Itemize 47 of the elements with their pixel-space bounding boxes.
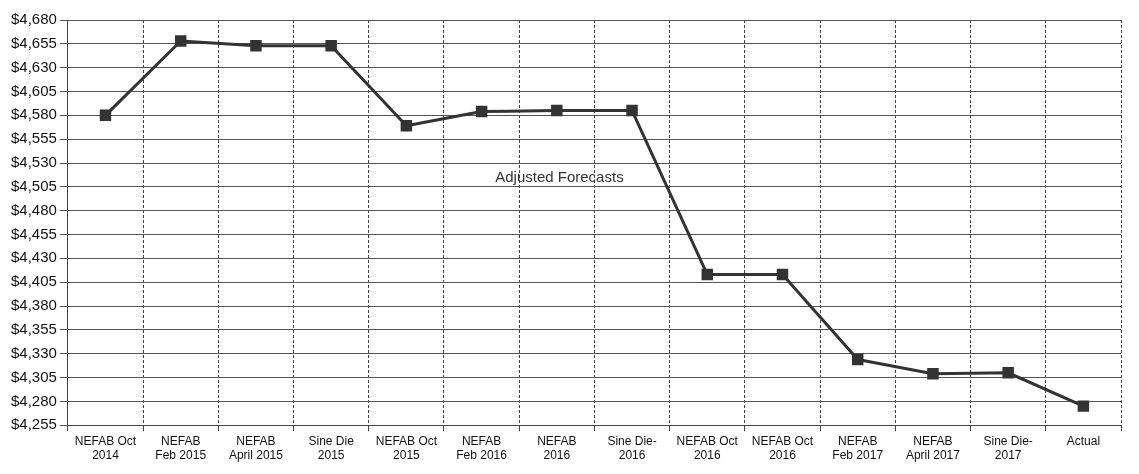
point: [701, 268, 714, 281]
x-tick-label: NEFAB Feb 2016: [456, 433, 508, 463]
x-tick-label: NEFAB Oct 2014: [74, 433, 137, 463]
x-tick-label: Actual: [1066, 433, 1101, 448]
x-tick-label: NEFAB Feb 2015: [155, 433, 207, 463]
point: [475, 105, 488, 118]
point: [1077, 400, 1090, 412]
x-tick-label: NEFAB Oct 2016: [676, 433, 739, 463]
y-tick-label: $4,555: [10, 129, 57, 147]
point: [325, 40, 337, 52]
x-tick-label: NEFAB Feb 2017: [832, 433, 884, 463]
y-tick-label: $4,530: [10, 153, 57, 171]
y-tick-label: $4,580: [10, 105, 57, 123]
x-tick-label: NEFAB April 2015: [228, 433, 284, 463]
y-tick-label: $4,455: [10, 224, 57, 242]
y-tick-label: $4,330: [10, 343, 57, 361]
point: [174, 35, 187, 47]
y-tick-label: $4,430: [10, 248, 57, 266]
point: [626, 104, 638, 117]
y-tick-label: $4,505: [10, 176, 57, 194]
annotation: Adjusted Forecasts: [495, 168, 624, 186]
point: [400, 120, 413, 132]
point: [1002, 367, 1014, 379]
y-tick-label: $4,655: [10, 33, 57, 51]
y-tick-label: $4,405: [10, 272, 57, 290]
y-tick-label: $4,605: [10, 81, 57, 99]
x-tick-label: NEFAB Oct 2016: [751, 433, 814, 463]
y-tick-label: $4,255: [10, 415, 57, 433]
x-tick-label: NEFAB 2016: [537, 433, 577, 463]
x-tick-label: NEFAB Oct 2015: [375, 433, 438, 463]
y-tick-label: $4,630: [10, 57, 57, 75]
y-tick-label: $4,280: [10, 391, 57, 409]
y-tick-label: $4,380: [10, 296, 57, 314]
x-tick-label: Sine Die-2017: [983, 433, 1033, 463]
point: [776, 268, 789, 281]
y-tick-label: $4,680: [10, 10, 57, 28]
point: [851, 353, 864, 366]
x-tick-label: NEFAB April 2017: [905, 433, 961, 463]
point: [99, 109, 112, 122]
point: [927, 367, 939, 380]
y-tick-label: $4,305: [10, 367, 57, 385]
y-tick-label: $4,355: [10, 320, 57, 337]
x-tick-label: Sine Die 2015: [308, 433, 355, 463]
x-tick-label: Sine Die-2016: [607, 433, 657, 463]
point: [551, 104, 563, 117]
point: [250, 40, 262, 52]
y-tick-label: $4,480: [10, 200, 57, 218]
